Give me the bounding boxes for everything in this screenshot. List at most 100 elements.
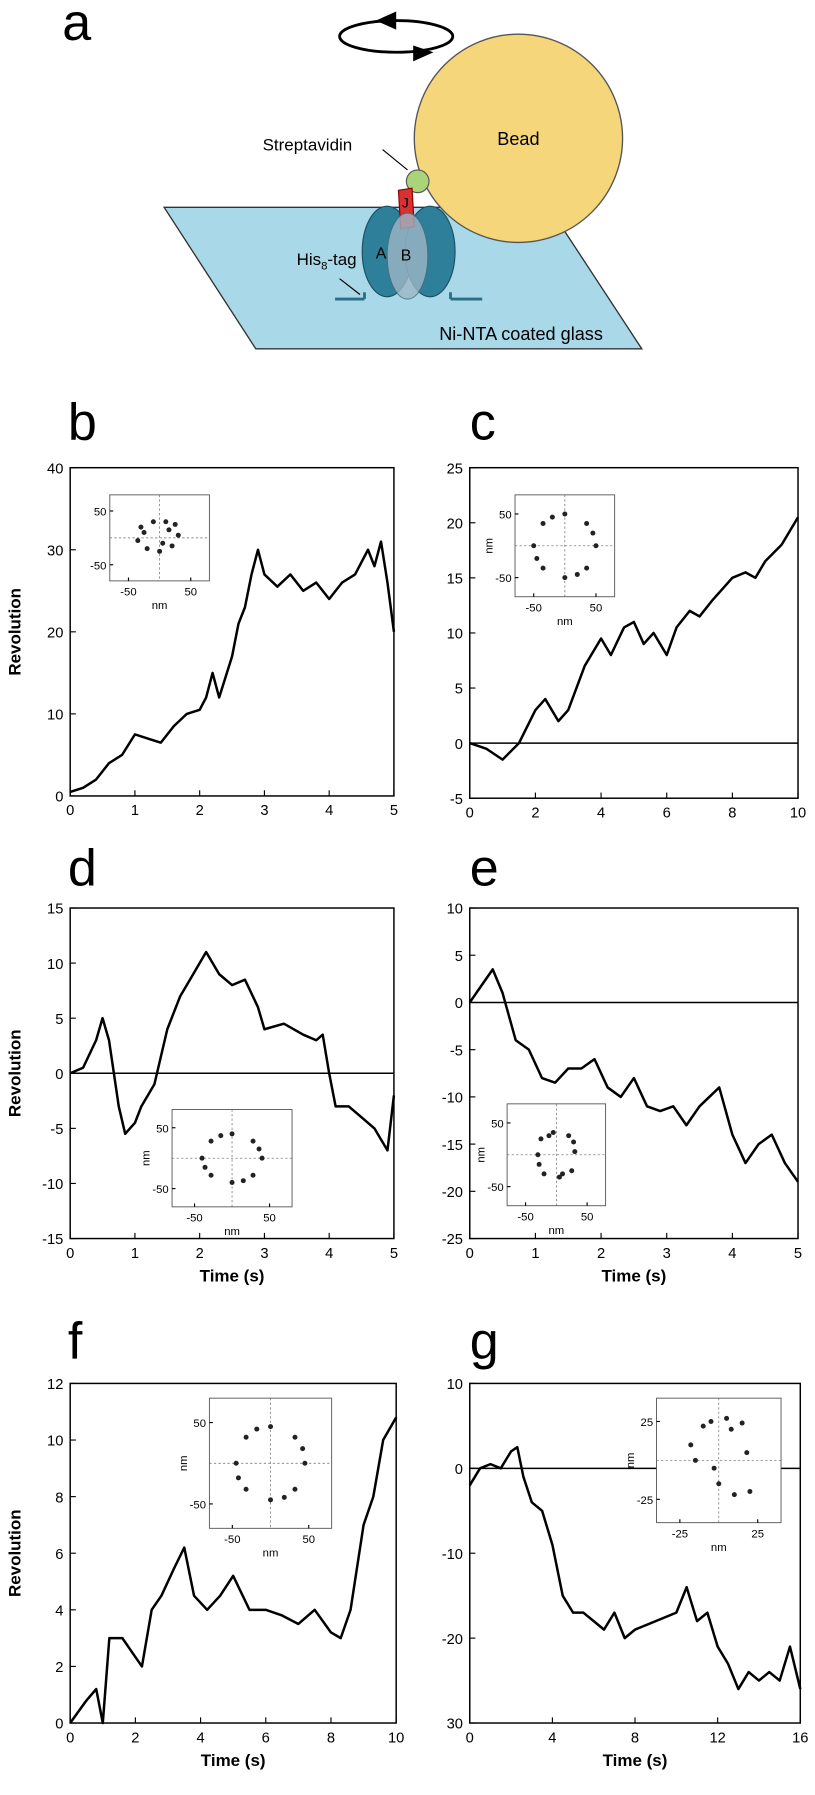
- x-axis-label: Time (s): [201, 1751, 266, 1770]
- inset-y-tick-label: 25: [641, 1417, 654, 1429]
- y-tick-label: -15: [42, 1232, 63, 1248]
- inset-point: [281, 1494, 287, 1500]
- inset-y-tick-label: 50: [193, 1418, 206, 1430]
- inset-y-tick-label: -50: [90, 560, 106, 572]
- inset-x-label: nm: [711, 1542, 727, 1554]
- x-tick-label: 3: [663, 1246, 671, 1262]
- inset-point: [250, 1138, 256, 1144]
- inset-point: [256, 1146, 262, 1152]
- inset-point: [218, 1133, 224, 1139]
- y-tick-label: -25: [442, 1232, 463, 1248]
- x-tick-label: 1: [131, 803, 139, 819]
- inset-point: [243, 1486, 249, 1492]
- diagram: a Bead Streptavidin A B J His8-tag Ni-NT…: [62, 0, 644, 350]
- subunit-j-label: J: [402, 195, 409, 210]
- inset-y-tick-label: 50: [156, 1123, 169, 1135]
- x-tick-label: 0: [466, 1246, 474, 1262]
- trace: [469, 516, 800, 761]
- x-tick-label: 0: [66, 1730, 74, 1746]
- inset-x-label: nm: [557, 616, 573, 628]
- inset-point: [556, 1174, 562, 1180]
- x-tick-label: 12: [709, 1730, 725, 1746]
- his-tag: [335, 292, 483, 301]
- inset-point: [574, 571, 580, 577]
- inset-point: [572, 1149, 578, 1155]
- inset-point: [243, 1434, 249, 1440]
- arrow-head: [413, 45, 434, 62]
- panel-label: c: [470, 393, 496, 451]
- inset-point: [534, 556, 540, 562]
- x-tick-label: 0: [66, 803, 74, 819]
- x-tick-label: 3: [260, 803, 268, 819]
- x-tick-label: 16: [792, 1730, 808, 1746]
- x-tick-label: 10: [388, 1730, 404, 1746]
- y-tick-label: 0: [55, 1067, 63, 1083]
- x-tick-label: 3: [260, 1246, 268, 1262]
- x-tick-label: 2: [597, 1246, 605, 1262]
- inset-x-tick-label: 50: [581, 1211, 594, 1223]
- inset-point: [550, 1130, 556, 1135]
- his-sub: 8: [321, 261, 327, 273]
- inset-point: [546, 1133, 552, 1139]
- inset-point: [584, 521, 590, 527]
- his: His: [297, 250, 322, 269]
- pointer: [382, 149, 408, 171]
- y-tick-label: 25: [447, 461, 463, 477]
- inset-point: [716, 1481, 722, 1487]
- x-axis-label: Time (s): [200, 1267, 265, 1286]
- y-tick-label: -20: [442, 1185, 463, 1201]
- inset-point: [731, 1492, 737, 1498]
- inset-point: [692, 1457, 698, 1463]
- inset-x-tick-label: 50: [590, 602, 603, 614]
- y-tick-label: -5: [50, 1122, 63, 1138]
- trace: [69, 1416, 398, 1725]
- x-tick-label: 8: [327, 1730, 335, 1746]
- inset-point: [141, 530, 147, 535]
- inset-point: [166, 527, 172, 533]
- y-tick-label: 8: [55, 1490, 63, 1506]
- inset-point: [708, 1419, 714, 1424]
- inset-x-tick-label: -50: [224, 1534, 240, 1546]
- y-tick-label: -10: [442, 1091, 463, 1107]
- arrow-head: [375, 11, 397, 30]
- inset-point: [240, 1178, 246, 1184]
- inset-x-tick-label: -50: [120, 587, 136, 599]
- x-tick-label: 8: [631, 1730, 639, 1746]
- inset-point: [292, 1486, 298, 1492]
- inset-y-tick-label: 50: [499, 509, 512, 521]
- inset-x-tick-label: 25: [751, 1528, 764, 1540]
- y-axis-label: Revolution: [5, 1029, 24, 1117]
- y-tick-label: 15: [47, 902, 63, 918]
- x-tick-label: 4: [597, 805, 605, 821]
- y-tick-label: 30: [47, 543, 63, 559]
- y-tick-label: 0: [455, 737, 463, 753]
- glass-label: Ni-NTA coated glass: [439, 324, 603, 344]
- y-tick-label: 10: [47, 1434, 63, 1450]
- x-tick-label: 8: [728, 805, 736, 821]
- streptavidin: [405, 169, 430, 194]
- inset-point: [566, 1133, 572, 1139]
- inset-point: [292, 1434, 298, 1440]
- pointer: [339, 278, 361, 295]
- x-tick-label: 4: [325, 1246, 333, 1262]
- inset-point: [250, 1172, 256, 1178]
- inset-point: [728, 1426, 734, 1432]
- x-axis-label: Time (s): [603, 1751, 668, 1770]
- x-tick-label: 4: [728, 1246, 736, 1262]
- x-tick-label: 4: [325, 803, 333, 819]
- inset-point: [163, 519, 169, 525]
- tag: -tag: [327, 250, 356, 269]
- y-tick-label: 20: [47, 625, 63, 641]
- panel-label: a: [62, 0, 91, 52]
- inset-point: [747, 1489, 753, 1495]
- y-tick-label: 10: [47, 957, 63, 973]
- inset-y-label: nm: [625, 1453, 637, 1469]
- x-tick-label: 4: [548, 1730, 556, 1746]
- trace: [468, 968, 800, 1183]
- x-tick-label: 4: [196, 1730, 204, 1746]
- inset-point: [160, 540, 166, 546]
- inset-point: [172, 521, 178, 527]
- streptavidin-label: Streptavidin: [263, 136, 353, 155]
- x-tick-label: 0: [66, 1246, 74, 1262]
- inset-point: [711, 1465, 717, 1471]
